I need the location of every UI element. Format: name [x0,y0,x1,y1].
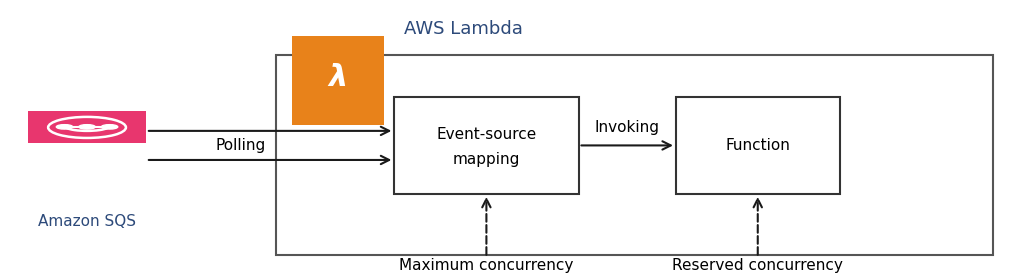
Text: Event-source: Event-source [436,127,537,142]
Bar [394,97,579,194]
Text: Polling: Polling [215,138,266,153]
Text: λ: λ [329,63,347,92]
Bar [292,36,384,125]
Text: Reserved concurrency: Reserved concurrency [673,258,843,273]
Bar [676,97,840,194]
Text: Function: Function [725,138,791,153]
Text: Amazon SQS: Amazon SQS [38,214,136,229]
Circle shape [101,125,118,129]
Text: Maximum concurrency: Maximum concurrency [399,258,573,273]
Text: Invoking: Invoking [595,120,659,135]
Bar [276,55,993,255]
Circle shape [79,125,95,129]
Text: AWS Lambda: AWS Lambda [404,20,523,38]
Text: mapping: mapping [453,152,520,167]
Circle shape [56,125,73,129]
Bar [29,111,146,143]
